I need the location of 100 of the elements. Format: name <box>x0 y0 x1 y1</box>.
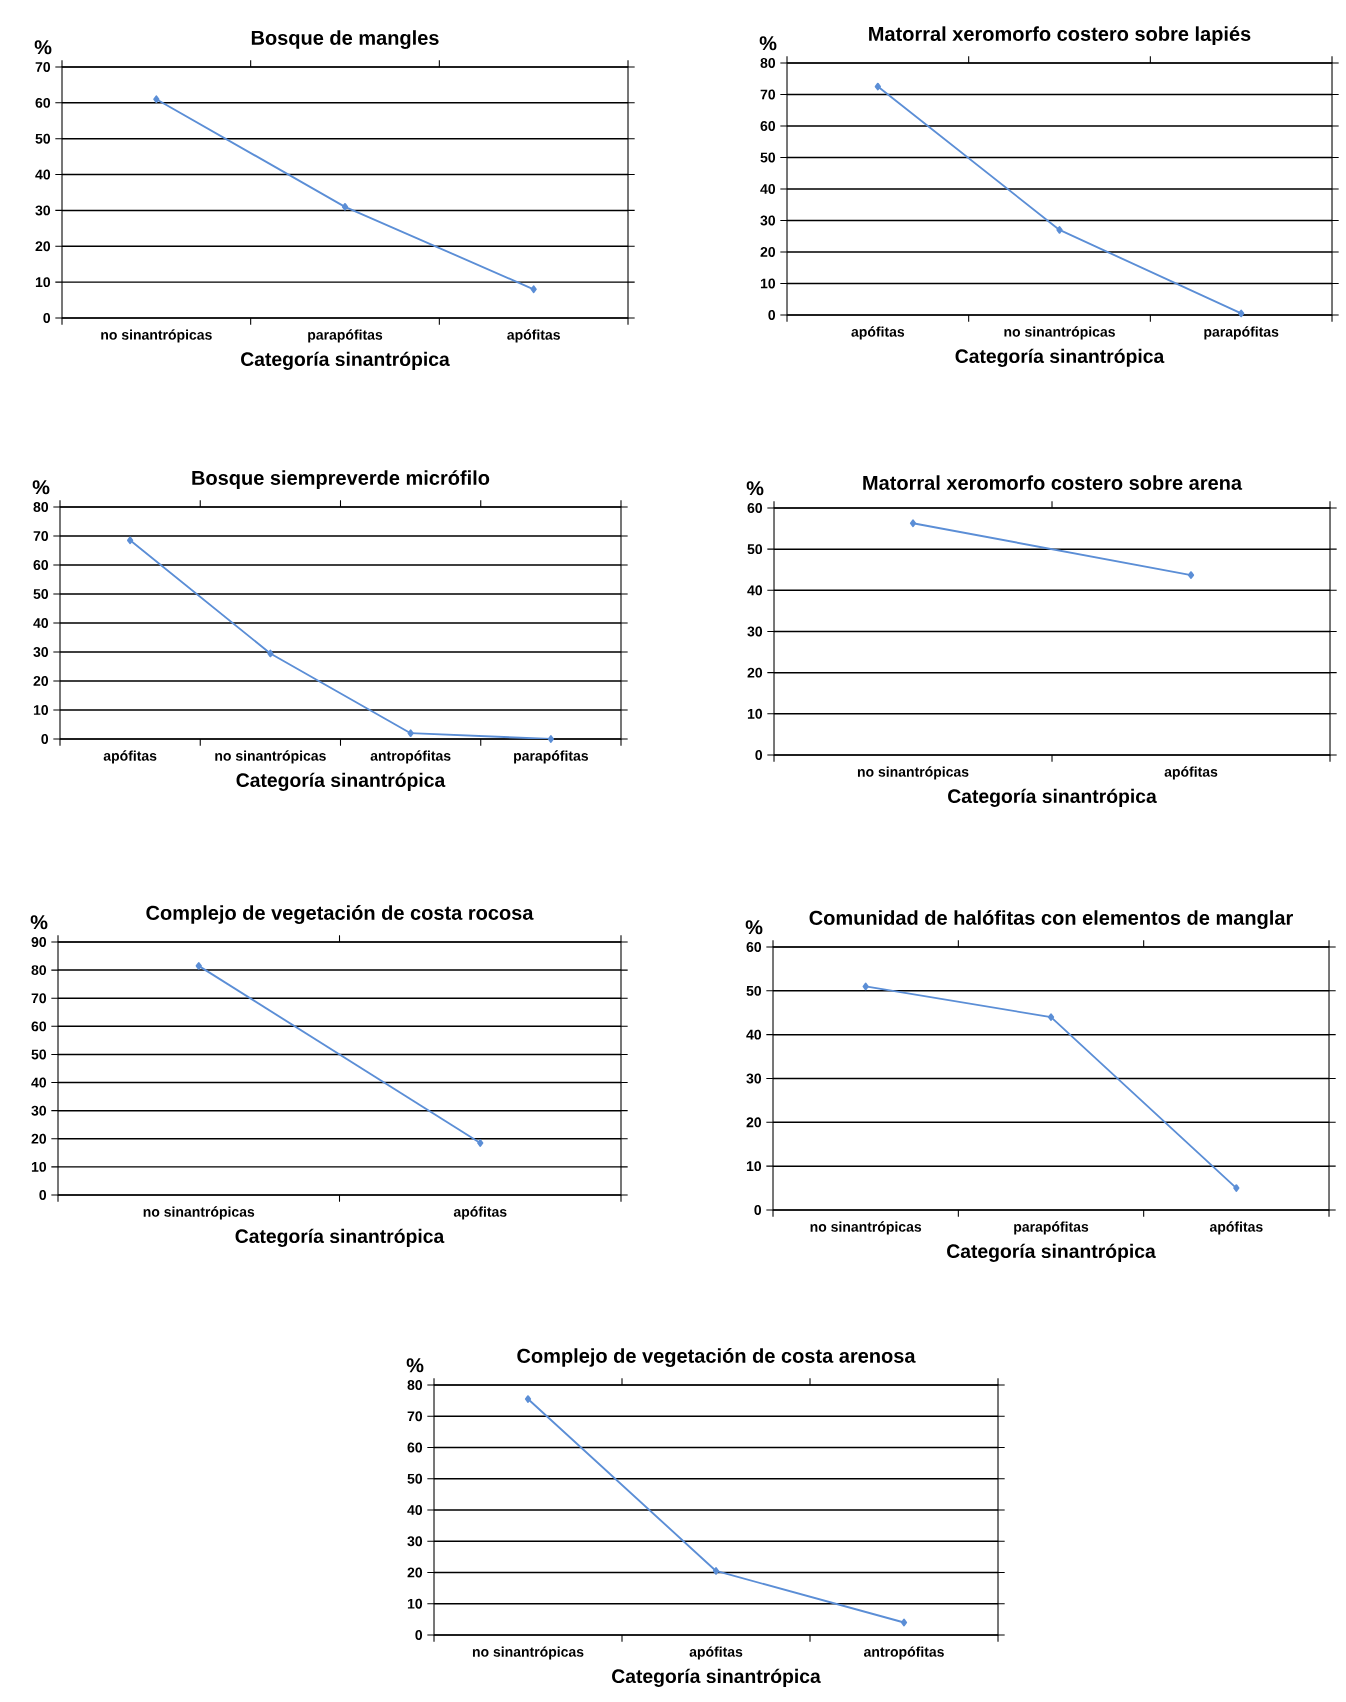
point <box>524 1395 532 1403</box>
y-tick-label: 50 <box>33 589 49 599</box>
point <box>862 982 869 991</box>
y-tick-label: 20 <box>760 247 776 257</box>
x-tick-label: parapófitas <box>308 329 383 343</box>
y-tick-label: 10 <box>747 708 763 719</box>
y-tick-label: 20 <box>747 667 763 678</box>
y-tick-label: 60 <box>760 121 776 131</box>
x-tick-label: apófitas <box>689 1646 743 1660</box>
x-tick-label: apófitas <box>103 750 157 764</box>
point <box>407 729 414 738</box>
y-tick-label: 70 <box>760 89 776 100</box>
y-axis-title: % <box>759 36 777 51</box>
y-tick-label: 40 <box>760 184 776 194</box>
x-axis-title: Categoría sinantrópica <box>236 772 446 791</box>
y-tick-label: 60 <box>407 1442 423 1453</box>
x-tick-label: no sinantrópicas <box>810 1221 922 1235</box>
y-tick-label: 0 <box>768 310 776 320</box>
y-tick-label: 10 <box>31 1161 47 1172</box>
point <box>341 202 349 211</box>
y-tick-label: 10 <box>760 278 776 289</box>
y-tick-label: 30 <box>760 215 776 226</box>
y-tick-label: 50 <box>31 1049 47 1060</box>
point <box>874 82 881 91</box>
chart-title: Comunidad de halófitas con elementos de manglar <box>809 910 1293 929</box>
y-tick-label: 30 <box>31 1105 47 1116</box>
y-tick-label: 70 <box>407 1411 423 1422</box>
x-tick-label: parapófitas <box>1014 1221 1089 1235</box>
y-tick-label: 60 <box>746 942 762 952</box>
y-tick-label: 10 <box>746 1161 762 1172</box>
y-tick-label: 20 <box>33 676 49 686</box>
point <box>267 649 274 658</box>
y-tick-label: 50 <box>747 544 763 555</box>
y-tick-label: 0 <box>41 734 49 744</box>
y-axis-title: % <box>32 480 50 495</box>
chart-title: Matorral xeromorfo costero sobre lapiés <box>869 26 1251 45</box>
y-tick-label: 50 <box>746 985 762 996</box>
y-tick-label: 60 <box>35 97 51 108</box>
point <box>530 285 537 294</box>
y-tick-label: 20 <box>35 241 51 252</box>
chart-title: Matorral xeromorfo costero sobre arena <box>863 475 1243 490</box>
y-tick-label: 70 <box>35 62 51 72</box>
y-tick-label: 20 <box>746 1117 762 1128</box>
y-tick-label: 80 <box>407 1380 423 1390</box>
point <box>1238 309 1245 318</box>
x-tick-label: parapófitas <box>514 750 589 764</box>
y-axis-title: % <box>746 481 764 496</box>
y-tick-label: 30 <box>35 205 51 216</box>
y-tick-label: 90 <box>31 937 47 947</box>
y-tick-label: 60 <box>31 1021 47 1032</box>
x-tick-label: antropófitas <box>863 1646 944 1660</box>
x-tick-label: apófitas <box>851 326 905 340</box>
x-tick-label: no sinantrópicas <box>472 1646 584 1660</box>
chart-title: Complejo de vegetación de costa rocosa <box>146 905 534 924</box>
point <box>1056 226 1063 234</box>
y-tick-label: 80 <box>33 502 49 512</box>
y-tick-label: 10 <box>33 705 49 715</box>
x-axis-title: Categoría sinantrópica <box>235 1228 445 1247</box>
point <box>1233 1184 1240 1192</box>
y-tick-label: 0 <box>39 1190 47 1200</box>
x-axis-title: Categoría sinantrópica <box>241 351 450 370</box>
point <box>126 536 134 545</box>
chart-title: Bosque de mangles <box>251 30 439 49</box>
x-tick-label: apófitas <box>453 1206 507 1220</box>
y-tick-label: 10 <box>407 1598 423 1609</box>
x-tick-label: no sinantrópicas <box>1004 326 1115 340</box>
y-tick-label: 10 <box>35 277 51 288</box>
x-tick-label: no sinantrópicas <box>101 329 212 343</box>
x-tick-label: no sinantrópicas <box>215 750 326 764</box>
y-tick-label: 70 <box>33 531 49 541</box>
y-tick-label: 0 <box>755 750 763 760</box>
y-tick-label: 60 <box>33 560 49 570</box>
y-axis-title: % <box>30 915 48 930</box>
x-tick-label: apófitas <box>1164 766 1218 780</box>
x-axis-title: Categoría sinantrópica <box>612 1668 821 1687</box>
point <box>547 735 555 743</box>
y-tick-label: 0 <box>43 313 51 323</box>
chart-title: Complejo de vegetación de costa arenosa <box>517 1348 916 1367</box>
y-tick-label: 40 <box>407 1505 423 1515</box>
y-tick-label: 70 <box>31 993 47 1004</box>
point <box>1047 1013 1055 1021</box>
y-axis-title: % <box>34 40 52 55</box>
x-tick-label: apófitas <box>507 329 560 343</box>
y-tick-label: 40 <box>31 1077 47 1088</box>
y-tick-label: 80 <box>760 58 776 68</box>
x-axis-title: Categoría sinantrópica <box>948 788 1157 807</box>
y-tick-label: 50 <box>760 152 776 163</box>
y-tick-label: 30 <box>407 1536 423 1547</box>
y-tick-label: 50 <box>407 1473 423 1484</box>
point <box>900 1618 908 1627</box>
y-tick-label: 60 <box>747 503 763 513</box>
chart-title: Bosque siempreverde micrófilo <box>192 470 490 489</box>
y-tick-label: 80 <box>31 965 47 976</box>
y-tick-label: 0 <box>415 1630 423 1640</box>
x-tick-label: no sinantrópicas <box>857 766 969 780</box>
y-tick-label: 30 <box>747 626 763 637</box>
x-tick-label: antropófitas <box>370 750 451 764</box>
x-axis-title: Categoría sinantrópica <box>955 348 1165 367</box>
y-tick-label: 20 <box>407 1567 423 1578</box>
y-tick-label: 40 <box>747 585 763 596</box>
